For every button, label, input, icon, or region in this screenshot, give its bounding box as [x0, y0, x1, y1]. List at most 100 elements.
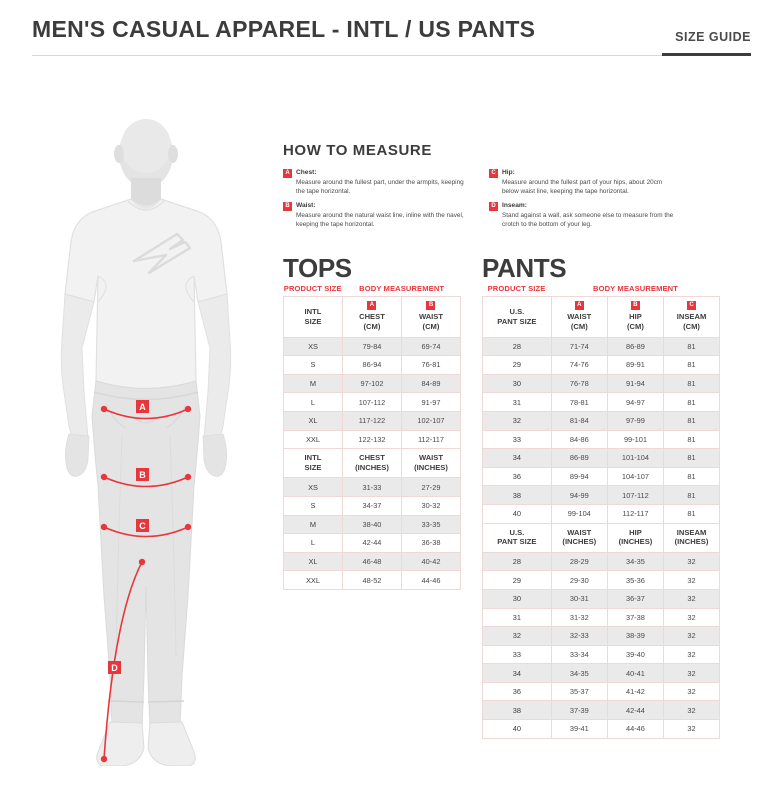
- badge-a-icon: A: [283, 169, 292, 178]
- pants-in-cell: 31-32: [550, 607, 608, 628]
- tops-cm-cell: 79-84: [341, 336, 402, 357]
- table-row: M 38-40 33-35: [283, 514, 462, 535]
- pants-cm-cell: 40: [482, 503, 552, 524]
- pants-in-cell: 40-41: [606, 663, 665, 683]
- tops-cm-header-cell: INTL SIZE: [283, 296, 343, 338]
- tops-in-header-line1: INTL: [304, 453, 322, 463]
- table-row: 36 89-94 104-107 81: [482, 466, 720, 487]
- pants-in-cell: 35-36: [606, 570, 665, 590]
- table-row: 36 35-37 41-42 32: [482, 681, 720, 702]
- tab-size-guide[interactable]: SIZE GUIDE: [675, 30, 751, 44]
- tops-in-cell: 27-29: [400, 477, 462, 497]
- badge-b-icon: B: [630, 301, 640, 311]
- pants-in-header-line1: INSEAM: [676, 527, 707, 537]
- pants-cm-header-line2: (CM): [683, 322, 700, 331]
- how-to-measure-section: HOW TO MEASURE A Chest: Measure around t…: [283, 142, 761, 234]
- pants-in-cell: 36: [482, 681, 552, 702]
- tops-in-cell: 34-37: [341, 495, 402, 516]
- pants-in-header-line2: (INCHES): [674, 537, 709, 547]
- pants-cm-cell: 33: [482, 429, 552, 450]
- pants-cm-cell: 81: [663, 355, 720, 375]
- table-row: 40 39-41 44-46 32: [482, 719, 720, 739]
- table-row: XL 117-122 102-107: [283, 410, 462, 431]
- measurement-figure: A B C D: [22, 116, 272, 766]
- tops-cm-cell: M: [283, 373, 343, 394]
- tops-cm-header-cell: B WAIST (CM): [400, 296, 462, 338]
- pants-in-cell: 37-38: [606, 607, 665, 628]
- pants-cm-header-line1: HIP: [629, 312, 642, 322]
- pants-cm-cell: 104-107: [606, 466, 665, 487]
- pants-cm-cell: 36: [482, 466, 552, 487]
- table-row: S 34-37 30-32: [283, 495, 462, 516]
- how-to-measure-column-left: A Chest: Measure around the fullest part…: [283, 168, 471, 234]
- pants-in-cell: 32: [663, 700, 720, 721]
- waist-measure-line: [100, 473, 192, 488]
- pants-cm-cell: 76-78: [550, 373, 608, 394]
- tops-cm-cell: 117-122: [341, 410, 402, 431]
- alpinestars-logo: [132, 232, 192, 275]
- tops-in-cell: 44-46: [400, 570, 462, 590]
- table-row: 29 74-76 89-91 81: [482, 355, 720, 375]
- how-to-measure-column-right: C Hip: Measure around the fullest part o…: [489, 168, 677, 234]
- pants-cm-cell: 78-81: [550, 392, 608, 412]
- tops-cm-cell: 69-74: [400, 336, 462, 357]
- pants-group-product-size: PRODUCT SIZE: [487, 284, 546, 293]
- tops-in-cell: 38-40: [341, 514, 402, 535]
- pants-in-header-row: U.S. PANT SIZE WAIST (INCHES) HIP (INCHES) INS…: [482, 522, 720, 553]
- pants-cm-cell: 81: [663, 373, 720, 394]
- pants-title: PANTS: [482, 253, 567, 283]
- table-row: 38 37-39 42-44 32: [482, 700, 720, 721]
- pants-cm-cell: 84-86: [550, 429, 608, 450]
- table-row: 34 34-35 40-41 32: [482, 663, 720, 683]
- pants-in-cell: 37-39: [550, 700, 608, 721]
- pants-in-cell: 33: [482, 644, 552, 665]
- pants-cm-cell: 97-99: [606, 410, 665, 431]
- tops-group-headers: PRODUCT SIZE BODY MEASUREMENT: [283, 284, 461, 296]
- pants-cm-header-line1: INSEAM: [676, 312, 707, 322]
- pants-cm-cell: 31: [482, 392, 552, 412]
- pants-in-cell: 36-37: [606, 588, 665, 609]
- tops-cm-cell: XXL: [283, 429, 343, 450]
- pants-cm-cell: 86-89: [606, 336, 665, 357]
- table-row: S 86-94 76-81: [283, 355, 462, 375]
- tops-in-header-line1: WAIST: [418, 453, 443, 463]
- measure-text-inseam: Stand against a wall, ask someone else t…: [502, 211, 674, 229]
- pants-in-cell: 34: [482, 663, 552, 683]
- tops-in-cell: 42-44: [341, 533, 402, 553]
- pants-in-header-cell: U.S. PANT SIZE: [482, 522, 552, 553]
- table-row: 29 29-30 35-36 32: [482, 570, 720, 590]
- table-row: M 97-102 84-89: [283, 373, 462, 394]
- tops-in-cell: 48-52: [341, 570, 402, 590]
- pants-in-cell: 31: [482, 607, 552, 628]
- pants-in-header-cell: HIP (INCHES): [606, 522, 665, 553]
- measure-label-hip: Hip:: [502, 169, 515, 176]
- tops-cm-cell: 97-102: [341, 373, 402, 394]
- measure-text-waist: Measure around the natural waist line, i…: [296, 211, 464, 229]
- pants-cm-header-cell: B HIP (CM): [606, 296, 665, 338]
- tops-cm-cell: 122-132: [341, 429, 402, 450]
- tops-in-cell: 46-48: [341, 551, 402, 572]
- pants-cm-cell: 81: [663, 410, 720, 431]
- page-title: MEN'S CASUAL APPAREL - INTL / US PANTS: [32, 16, 536, 42]
- pants-cm-cell: 107-112: [606, 485, 665, 505]
- pants-in-header-line2: PANT SIZE: [497, 537, 537, 547]
- tops-in-cell: 40-42: [400, 551, 462, 572]
- tops-in-cell: 31-33: [341, 477, 402, 497]
- svg-text:B: B: [139, 470, 146, 480]
- pants-cm-cell: 81: [663, 503, 720, 524]
- tops-cm-cell: 91-97: [400, 392, 462, 412]
- pants-in-cell: 29-30: [550, 570, 608, 590]
- pants-in-cell: 30-31: [550, 588, 608, 609]
- table-row: XS 31-33 27-29: [283, 477, 462, 497]
- tops-title: TOPS: [283, 253, 352, 283]
- pants-in-cell: 28-29: [550, 551, 608, 572]
- pants-in-cell: 34-35: [606, 551, 665, 572]
- table-row: 30 30-31 36-37 32: [482, 588, 720, 609]
- measure-label-waist: Waist:: [296, 201, 316, 209]
- pants-cm-header-cell: U.S. PANT SIZE: [482, 296, 552, 338]
- pants-in-cell: 28: [482, 551, 552, 572]
- table-row: L 107-112 91-97: [283, 392, 462, 412]
- tops-cm-cell: 84-89: [400, 373, 462, 394]
- measure-item-chest: A Chest: Measure around the fullest part…: [283, 168, 471, 197]
- table-row: 33 84-86 99-101 81: [482, 429, 720, 450]
